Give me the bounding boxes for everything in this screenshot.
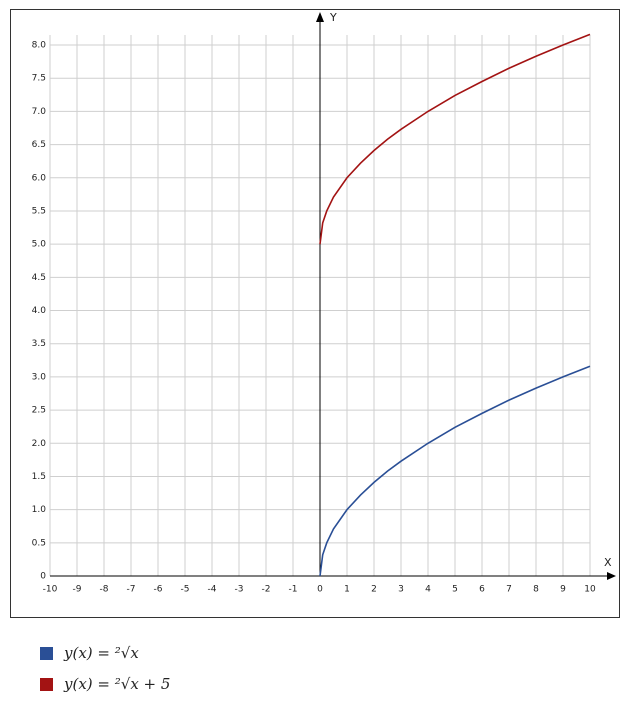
x-tick-label: 1 <box>344 585 350 595</box>
x-tick-label: -1 <box>289 585 298 595</box>
x-tick-label: 6 <box>479 585 485 595</box>
x-tick-label: -7 <box>127 585 136 595</box>
x-tick-label: -6 <box>154 585 163 595</box>
legend-swatch <box>40 678 53 691</box>
x-tick-label: -9 <box>73 585 82 595</box>
x-tick-label: 4 <box>425 585 431 595</box>
y-tick-label: 6.5 <box>32 140 46 150</box>
x-tick-label: 8 <box>533 585 539 595</box>
y-tick-label: 4.5 <box>32 273 46 283</box>
y-tick-label: 5.0 <box>32 240 47 250</box>
y-tick-label: 2.0 <box>32 439 47 449</box>
y-tick-label: 1.0 <box>32 505 47 515</box>
y-tick-label: 2.5 <box>32 406 46 416</box>
x-tick-label: -10 <box>43 585 58 595</box>
y-tick-label: 7.5 <box>32 74 46 84</box>
x-tick-label: 3 <box>398 585 404 595</box>
frame <box>10 9 620 618</box>
y-arrow <box>316 12 324 22</box>
x-tick-label: -3 <box>235 585 244 595</box>
y-tick-label: 3.5 <box>32 339 46 349</box>
x-tick-label: 9 <box>560 585 566 595</box>
y-tick-label: 4.0 <box>32 306 47 316</box>
axes: X Y <box>50 11 616 580</box>
y-tick-label: 3.0 <box>32 372 47 382</box>
x-tick-label: -5 <box>181 585 190 595</box>
y-tick-label: 6.0 <box>32 173 47 183</box>
x-tick-label: 5 <box>452 585 458 595</box>
x-tick-label: -2 <box>262 585 271 595</box>
x-tick-label: 10 <box>584 585 596 595</box>
y-tick-label: 7.0 <box>32 107 47 117</box>
x-tick-label: 0 <box>317 585 323 595</box>
y-axis-label: Y <box>329 11 337 24</box>
y-tick-label: 8.0 <box>32 41 47 51</box>
line-series <box>319 365 591 577</box>
x-tick-label: 7 <box>506 585 512 595</box>
legend-label: y(x) = ²√x <box>63 644 139 662</box>
line-series <box>319 33 591 245</box>
x-tick-label: 2 <box>371 585 377 595</box>
legend-label: y(x) = ²√x + 5 <box>63 675 170 693</box>
x-axis-label: X <box>604 556 612 569</box>
y-tick-label: 5.5 <box>32 206 46 216</box>
y-tick-label: 1.5 <box>32 472 46 482</box>
x-arrow <box>607 572 616 580</box>
x-tick-label: -4 <box>208 585 217 595</box>
legend-swatch <box>40 647 53 660</box>
y-tick-label: 0 <box>40 572 46 582</box>
x-tick-label: -8 <box>100 585 109 595</box>
y-tick-label: 0.5 <box>32 538 46 548</box>
